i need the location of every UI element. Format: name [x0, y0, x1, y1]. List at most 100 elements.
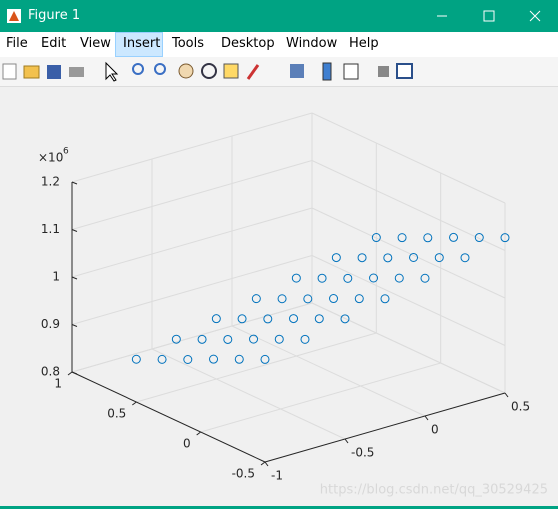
- app-icon-shape: [9, 11, 19, 21]
- menu-item[interactable]: File: [6, 36, 28, 51]
- tool-pointer[interactable]: [105, 61, 119, 82]
- tool-link[interactable]: [290, 64, 304, 78]
- chart: ×10 6 https://blog.csdn.net/qq_30529425 …: [38, 112, 548, 498]
- grid-line: [71, 255, 313, 325]
- grid-line: [231, 325, 426, 417]
- marker: [234, 354, 244, 364]
- marker: [211, 314, 221, 324]
- marker: [291, 273, 301, 283]
- grid-line: [311, 160, 506, 251]
- y-tick-label: 0: [183, 437, 191, 451]
- z-tick-label: 0.9: [41, 317, 60, 331]
- z-tick-label: 0.8: [41, 365, 60, 379]
- tool-pan[interactable]: [178, 63, 194, 79]
- grid-line: [311, 302, 506, 394]
- marker: [289, 314, 299, 324]
- grid-line: [311, 112, 506, 204]
- x-tick: [344, 438, 349, 444]
- marker: [237, 314, 247, 324]
- menu-item[interactable]: Help: [349, 36, 379, 51]
- x-tick-label: 0: [431, 423, 439, 437]
- marker: [420, 273, 430, 283]
- grid-line: [200, 362, 441, 433]
- marker: [314, 314, 324, 324]
- y-tick-label: -0.5: [232, 467, 255, 481]
- grid-line: [71, 160, 313, 230]
- marker: [263, 314, 273, 324]
- marker: [260, 354, 270, 364]
- watermark: https://blog.csdn.net/qq_30529425: [320, 483, 548, 498]
- marker: [423, 233, 433, 243]
- x-tick: [264, 461, 269, 467]
- close[interactable]: [529, 10, 541, 22]
- marker: [380, 294, 390, 304]
- marker: [371, 233, 381, 243]
- title-bar: Figure 1: [0, 0, 558, 32]
- toolbar: [0, 57, 558, 87]
- menu-item[interactable]: Window: [286, 36, 338, 51]
- menu-highlight: [115, 32, 163, 57]
- tool-new[interactable]: [2, 63, 17, 80]
- marker: [354, 294, 364, 304]
- grid-line: [71, 302, 313, 373]
- marker: [331, 253, 341, 263]
- maximize[interactable]: [483, 10, 495, 22]
- z-tick: [71, 229, 78, 232]
- z-tick-label: 1: [52, 270, 60, 284]
- x-tick-label: 0.5: [511, 400, 530, 414]
- marker: [249, 334, 259, 344]
- y-tick: [196, 431, 201, 436]
- x-tick: [424, 415, 429, 421]
- y-tick-label: 1: [54, 377, 62, 391]
- menu-item[interactable]: Desktop: [221, 36, 275, 51]
- tool-zoom-in[interactable]: [132, 63, 144, 75]
- grid-line: [136, 332, 377, 403]
- menu-item[interactable]: View: [80, 36, 111, 51]
- menu-item[interactable]: Tools: [172, 36, 205, 51]
- marker: [157, 354, 167, 364]
- tool-legend[interactable]: [343, 63, 359, 80]
- marker: [357, 253, 367, 263]
- marker: [251, 294, 261, 304]
- menu-item[interactable]: Edit: [41, 36, 67, 51]
- tool-colorbar[interactable]: [322, 62, 332, 81]
- marker: [500, 233, 510, 243]
- marker: [197, 334, 207, 344]
- menu-bar: File Edit View Insert Tools Desktop Wind…: [0, 32, 558, 57]
- marker: [300, 334, 310, 344]
- marker: [474, 233, 484, 243]
- x-axis-line: [264, 392, 506, 463]
- tool-open[interactable]: [23, 65, 40, 79]
- marker: [274, 334, 284, 344]
- z-tick-label: 1.1: [41, 222, 60, 236]
- tool-print[interactable]: [69, 67, 84, 77]
- tool-show[interactable]: [396, 63, 413, 79]
- tool-zoom-out[interactable]: [154, 63, 166, 75]
- tool-datatip[interactable]: [223, 63, 239, 79]
- tool-hide[interactable]: [378, 66, 389, 77]
- menu-item[interactable]: Insert: [123, 36, 161, 51]
- z-exponent: 6: [63, 147, 69, 157]
- x-tick-label: -1: [271, 469, 283, 483]
- tool-rotate[interactable]: [201, 63, 217, 79]
- tool-save[interactable]: [47, 65, 61, 79]
- z-tick-label: 1.2: [41, 175, 60, 189]
- marker: [303, 294, 313, 304]
- marker: [223, 334, 233, 344]
- x-tick-label: -0.5: [351, 446, 374, 460]
- marker: [340, 314, 350, 324]
- x-tick: [504, 392, 509, 398]
- y-tick-label: 0.5: [107, 407, 126, 421]
- marker: [449, 232, 459, 242]
- z-tick: [71, 181, 78, 185]
- y-tick: [67, 371, 73, 376]
- marker: [397, 233, 407, 243]
- z-tick: [71, 371, 78, 375]
- grid-line: [71, 207, 313, 278]
- marker: [383, 253, 393, 263]
- tool-brush[interactable]: [246, 64, 260, 80]
- y-axis-line: [71, 371, 266, 463]
- y-tick: [260, 461, 266, 466]
- marker: [317, 273, 327, 283]
- grid-line: [71, 112, 313, 183]
